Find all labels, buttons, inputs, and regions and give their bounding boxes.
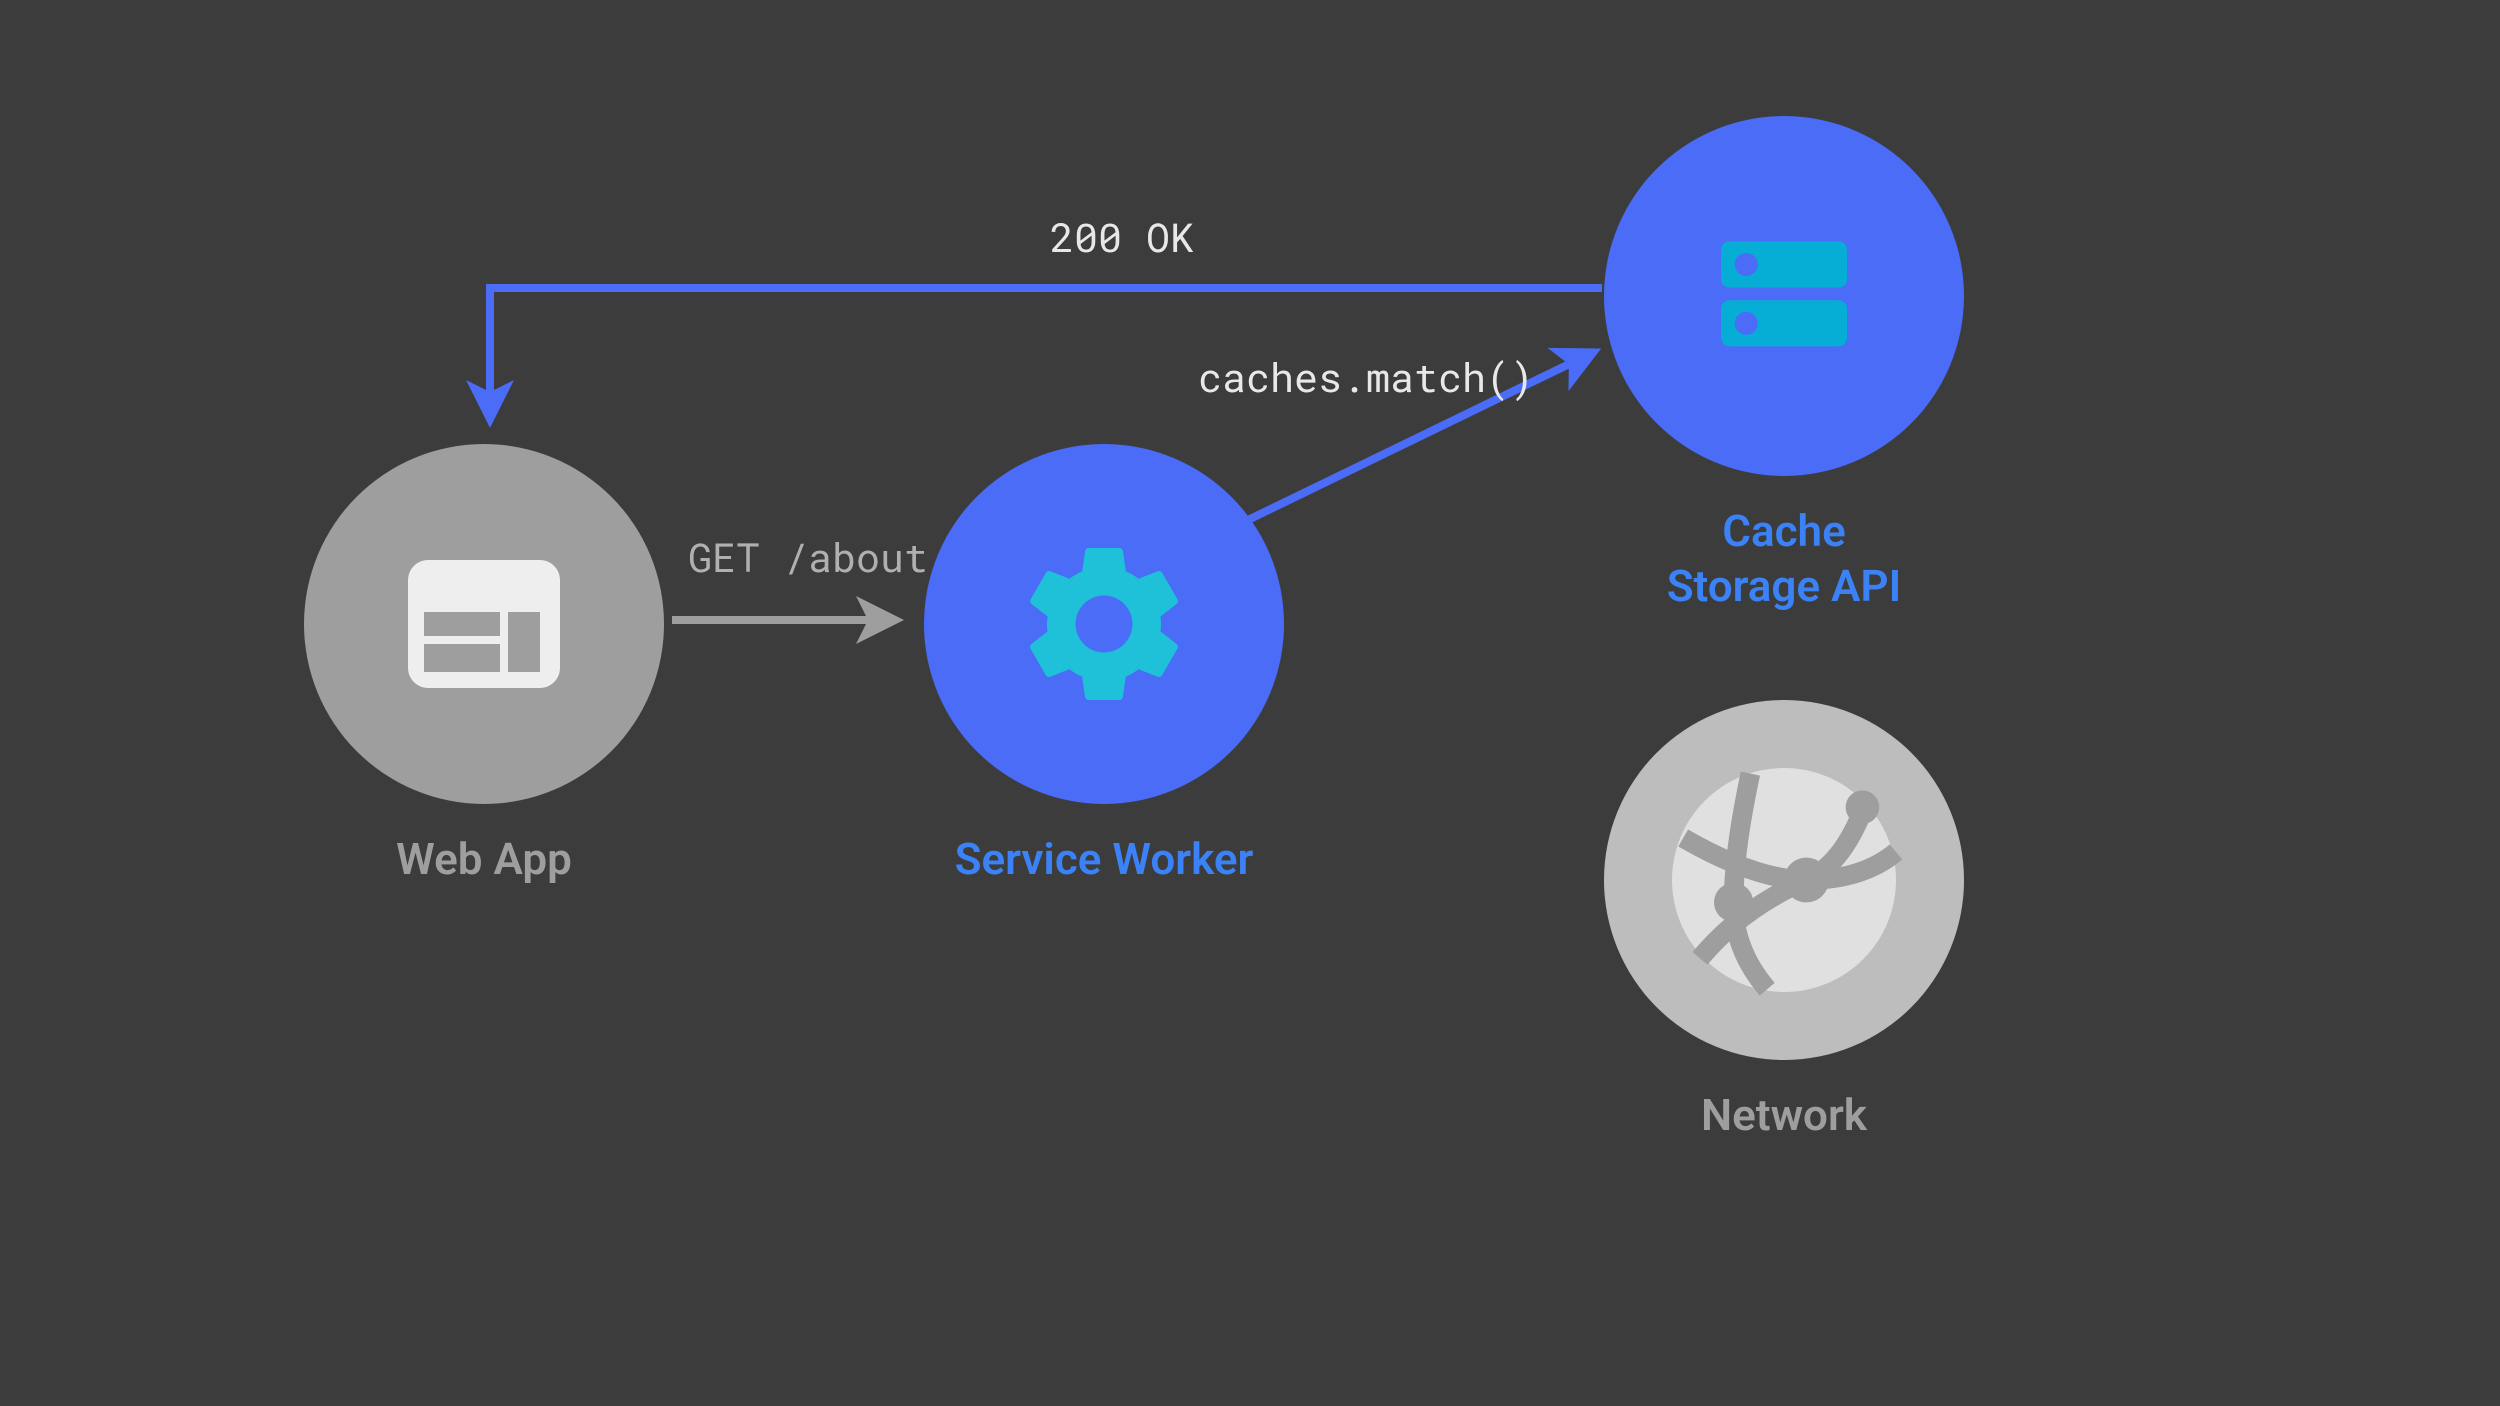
storage-icon <box>1679 191 1889 401</box>
service-worker-cache-diagram: Web App Service Worker Cache Storage API <box>0 0 2500 1406</box>
cache-storage-label: Cache Storage API <box>1667 504 1902 614</box>
service-worker-label: Service Worker <box>955 832 1254 887</box>
edge-label: caches.match() <box>1198 350 1534 403</box>
node-service-worker: Service Worker <box>924 444 1284 887</box>
globe-network-icon <box>1644 740 1924 1020</box>
node-cache-storage: Cache Storage API <box>1604 116 1964 614</box>
cache-storage-circle <box>1604 116 1964 476</box>
network-label: Network <box>1701 1088 1867 1143</box>
network-circle <box>1604 700 1964 1060</box>
gear-icon <box>1009 529 1199 719</box>
web-app-circle <box>304 444 664 804</box>
web-app-label: Web App <box>396 832 572 887</box>
node-network: Network <box>1604 700 1964 1143</box>
node-web-app: Web App <box>304 444 664 887</box>
edge-label: 200 OK <box>1050 210 1194 263</box>
service-worker-circle <box>924 444 1284 804</box>
browser-window-icon <box>384 524 584 724</box>
edge-label: GET /about <box>688 530 928 583</box>
